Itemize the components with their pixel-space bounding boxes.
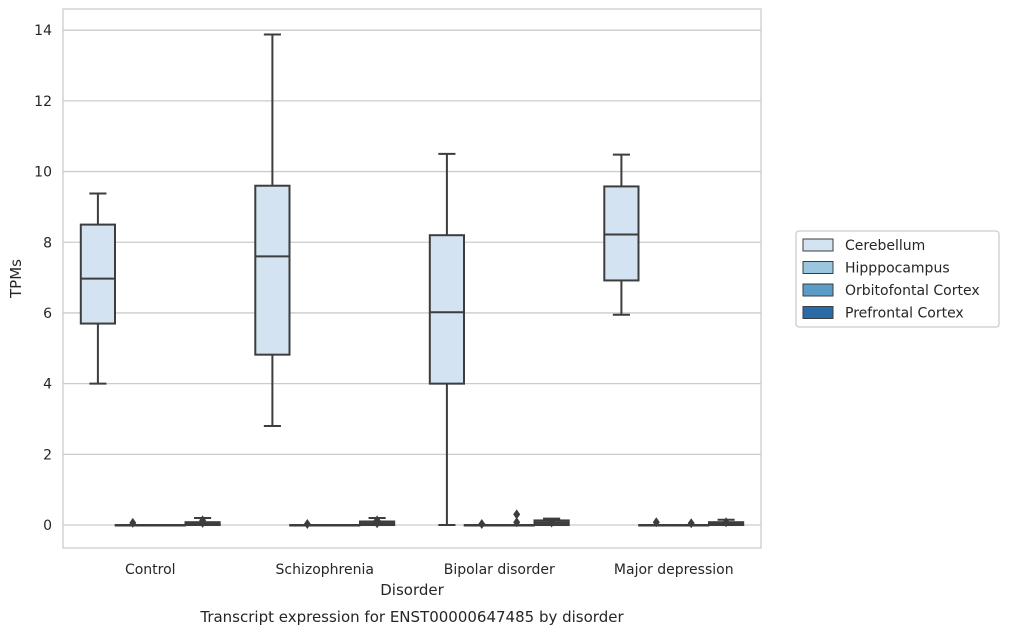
x-tick-labels: Control Schizophrenia Bipolar disorder Majo… <box>125 562 734 578</box>
legend-swatch <box>802 283 834 297</box>
legend-label: Cerebellum <box>845 238 925 254</box>
iqr-box <box>603 185 640 282</box>
y-axis-title: TPMs <box>7 259 25 299</box>
legend-item-prefrontal-cortex: Prefrontal Cortex <box>802 306 964 322</box>
y-tick-label: 8 <box>43 235 52 251</box>
box-bipolar-disorder-prefrontal-cortex <box>533 517 570 528</box>
box-bipolar-disorder-cerebellum <box>428 152 466 527</box>
outlier-point <box>478 518 486 529</box>
legend-label: Orbitofontal Cortex <box>845 283 980 299</box>
legend-item-orbitofontal-cortex: Orbitofontal Cortex <box>802 283 980 299</box>
x-axis-title: Disorder <box>380 581 444 599</box>
outlier-point <box>373 515 381 526</box>
outlier-point <box>722 517 730 528</box>
x-tick-label-bipolar-disorder: Bipolar disorder <box>444 562 555 578</box>
iqr-box <box>428 234 466 385</box>
box-major-depression-hipppocampus <box>638 517 675 528</box>
box-major-depression-orbitofontal-cortex <box>673 518 710 529</box>
box-layer <box>79 33 745 529</box>
outlier-point <box>513 509 521 520</box>
box-major-depression-prefrontal-cortex <box>707 517 745 528</box>
outlier-point <box>687 518 695 529</box>
y-tick-label: 2 <box>43 447 52 463</box>
box-control-hipppocampus <box>114 517 151 528</box>
legend-swatch <box>802 306 834 319</box>
legend-item-hipppocampus: Hipppocampus <box>802 261 950 277</box>
box-major-depression-cerebellum <box>603 153 640 316</box>
legend-frame <box>795 230 1000 328</box>
x-tick-label-major-depression: Major depression <box>614 562 734 578</box>
y-tick-label: 0 <box>43 518 52 534</box>
outlier-point <box>303 518 311 529</box>
outlier-point <box>129 517 137 528</box>
iqr-box <box>79 223 117 325</box>
box-schizophrenia-prefrontal-cortex <box>358 515 396 529</box>
outlier-point <box>199 515 207 526</box>
box-control-prefrontal-cortex <box>184 515 221 528</box>
y-tick-label: 6 <box>43 306 52 322</box>
legend-swatch <box>802 261 834 274</box>
box-control-orbitofontal-cortex <box>149 524 186 527</box>
y-tick-label: 14 <box>34 23 52 39</box>
legend-item-cerebellum: Cerebellum <box>802 238 925 254</box>
box-schizophrenia-cerebellum <box>254 33 291 428</box>
x-tick-label-control: Control <box>125 562 176 578</box>
y-tick-label: 12 <box>34 94 52 110</box>
legend-swatch <box>802 238 834 252</box>
legend-label: Hipppocampus <box>845 261 950 277</box>
iqr-box <box>254 184 291 356</box>
box-schizophrenia-orbitofontal-cortex <box>324 524 361 527</box>
box-schizophrenia-hipppocampus <box>289 518 326 529</box>
figure-caption: Transcript expression for ENST0000064748… <box>199 608 624 626</box>
y-tick-labels: 0 2 4 6 8 10 12 14 <box>34 23 52 534</box>
legend: Cerebellum Hipppocampus Orbitofontal Corte… <box>795 230 1000 328</box>
box-control-cerebellum <box>79 192 117 385</box>
legend-label: Prefrontal Cortex <box>845 306 964 322</box>
box-bipolar-disorder-orbitofontal-cortex <box>498 509 535 528</box>
y-tick-label: 10 <box>34 165 52 181</box>
outlier-point <box>513 517 521 528</box>
y-gridlines <box>63 29 761 526</box>
box-bipolar-disorder-hipppocampus <box>463 518 500 529</box>
outlier-point <box>548 517 556 528</box>
plot-frame <box>62 8 762 549</box>
outlier-point <box>652 517 660 528</box>
y-tick-label: 4 <box>43 377 52 393</box>
x-tick-label-schizophrenia: Schizophrenia <box>276 562 374 578</box>
